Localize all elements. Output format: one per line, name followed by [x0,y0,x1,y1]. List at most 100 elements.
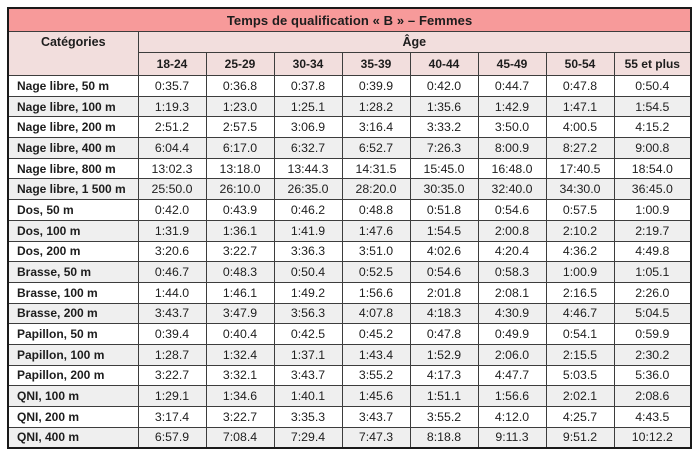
time-value: 13:02.3 [137,157,207,180]
time-value: 0:46.2 [273,199,343,221]
time-value: 0:37.8 [273,75,343,97]
time-value: 4:25.7 [545,406,615,428]
time-value: 34:30.0 [545,178,615,201]
time-value: 0:42.0 [409,75,479,97]
time-value: 1:54.5 [613,95,692,118]
category-label: Brasse, 50 m [7,261,139,283]
time-value: 0:58.3 [477,261,547,283]
time-value: 25:50.0 [137,178,207,201]
time-value: 0:48.3 [205,261,275,283]
table-row: QNI, 200 m 3:17.4 3:22.7 3:35.3 3:43.7 3:55.2… [7,406,692,428]
time-value: 4:43.5 [613,406,692,428]
category-label: Papillon, 50 m [7,323,139,345]
table-row: Dos, 200 m 3:20.6 3:22.7 3:36.3 3:51.0 4:02.6… [7,240,692,263]
time-value: 26:35.0 [273,178,343,201]
time-value: 1:05.1 [613,261,692,283]
time-value: 2:01.8 [409,281,479,304]
table-row: Papillon, 200 m 3:22.7 3:32.1 3:43.7 3:55.2 4… [7,364,692,387]
category-label: Nage libre, 800 m [7,157,139,180]
time-value: 10:12.2 [613,426,692,449]
age-column-header: 40-44 [409,52,479,76]
age-column-header: 30-34 [273,52,343,76]
age-column-header: 35-39 [341,52,411,76]
table-row: Brasse, 50 m 0:46.7 0:48.3 0:50.4 0:52.5 0:54… [7,261,692,283]
time-value: 3:22.7 [137,364,207,387]
time-value: 4:49.8 [613,240,692,263]
time-value: 0:39.4 [137,323,207,345]
time-value: 4:15.2 [613,116,692,139]
time-value: 2:02.1 [545,385,615,407]
category-label: Nage libre, 50 m [7,75,139,97]
time-value: 0:47.8 [545,75,615,97]
time-value: 3:16.4 [341,116,411,139]
category-label: Brasse, 100 m [7,281,139,304]
category-label: Papillon, 100 m [7,343,139,366]
age-column-header: 18-24 [137,52,207,76]
time-value: 0:40.4 [205,323,275,345]
time-value: 4:17.3 [409,364,479,387]
time-value: 6:04.4 [137,137,207,159]
table-row: Nage libre, 50 m 0:35.7 0:36.8 0:37.8 0:39.9… [7,75,692,97]
time-value: 13:18.0 [205,157,275,180]
time-value: 1:25.1 [273,95,343,118]
time-value: 0:35.7 [137,75,207,97]
time-value: 0:54.6 [409,261,479,283]
category-label: Dos, 50 m [7,199,139,221]
category-label: QNI, 100 m [7,385,139,407]
time-value: 1:00.9 [545,261,615,283]
time-value: 0:47.8 [409,323,479,345]
time-value: 0:59.9 [613,323,692,345]
table-row: Nage libre, 200 m 2:51.2 2:57.5 3:06.9 3:16.… [7,116,692,139]
time-value: 7:26.3 [409,137,479,159]
time-value: 30:35.0 [409,178,479,201]
time-value: 1:47.6 [341,219,411,242]
time-value: 1:45.6 [341,385,411,407]
time-value: 1:35.6 [409,95,479,118]
time-value: 6:17.0 [205,137,275,159]
time-value: 1:43.4 [341,343,411,366]
time-value: 1:54.5 [409,219,479,242]
time-value: 4:02.6 [409,240,479,263]
time-value: 2:00.8 [477,219,547,242]
time-value: 2:51.2 [137,116,207,139]
time-value: 18:54.0 [613,157,692,180]
time-value: 2:19.7 [613,219,692,242]
time-value: 1:31.9 [137,219,207,242]
time-value: 3:55.2 [341,364,411,387]
time-value: 2:08.6 [613,385,692,407]
group-header-row: Catégories Âge [7,31,692,76]
time-value: 7:29.4 [273,426,343,449]
time-value: 8:18.8 [409,426,479,449]
time-value: 0:57.5 [545,199,615,221]
time-value: 2:57.5 [205,116,275,139]
age-header: Âge [137,31,692,53]
time-value: 3:56.3 [273,302,343,325]
time-value: 1:32.4 [205,343,275,366]
time-value: 3:47.9 [205,302,275,325]
time-value: 6:57.9 [137,426,207,449]
time-value: 1:56.6 [341,281,411,304]
time-value: 6:32.7 [273,137,343,159]
time-value: 3:22.7 [205,406,275,428]
time-value: 0:43.9 [205,199,275,221]
category-label: Dos, 200 m [7,240,139,263]
time-value: 1:47.1 [545,95,615,118]
category-label: Brasse, 200 m [7,302,139,325]
time-value: 1:56.6 [477,385,547,407]
time-value: 17:40.5 [545,157,615,180]
category-label: Nage libre, 100 m [7,95,139,118]
time-value: 1:29.1 [137,385,207,407]
time-value: 1:36.1 [205,219,275,242]
time-value: 2:08.1 [477,281,547,304]
time-value: 0:49.9 [477,323,547,345]
time-value: 2:26.0 [613,281,692,304]
table-row: Nage libre, 1 500 m 25:50.0 26:10.0 26:35.0… [7,178,692,201]
time-value: 3:17.4 [137,406,207,428]
time-value: 0:52.5 [341,261,411,283]
time-value: 5:36.0 [613,364,692,387]
time-value: 3:43.7 [273,364,343,387]
title-row: Temps de qualification « B » – Femmes [7,7,692,32]
time-value: 1:41.9 [273,219,343,242]
table-body: Nage libre, 50 m 0:35.7 0:36.8 0:37.8 0:39.9… [7,75,692,449]
